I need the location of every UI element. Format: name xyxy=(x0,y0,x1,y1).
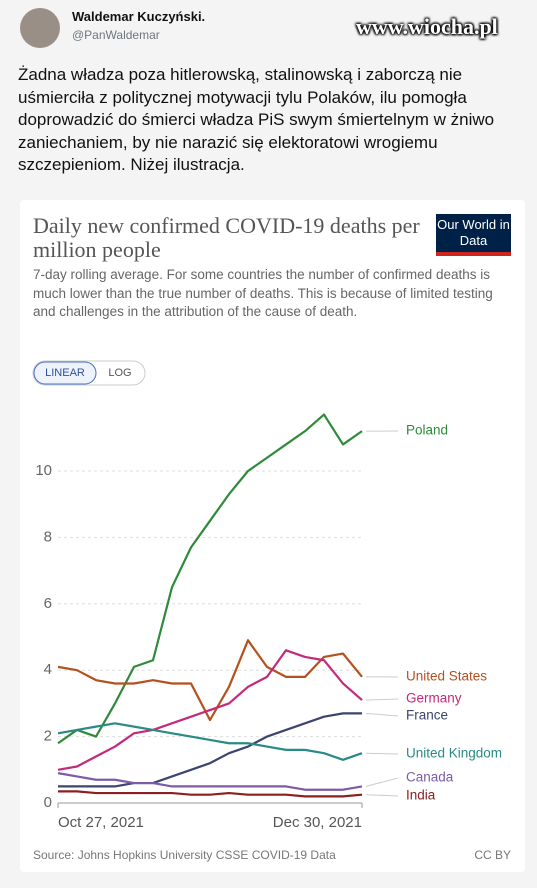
x-tick-label: Dec 30, 2021 xyxy=(273,814,362,831)
legend-connector xyxy=(365,752,399,755)
button-label[interactable]: LINEAR xyxy=(45,367,85,379)
line xyxy=(57,722,363,761)
y-tick-label: 6 xyxy=(44,595,52,612)
y-tick-label: 4 xyxy=(44,661,52,678)
line xyxy=(58,712,362,788)
legend-label: United States xyxy=(406,669,487,684)
line xyxy=(57,772,363,791)
legend-connector xyxy=(365,698,399,701)
chart-card[interactable] xyxy=(20,200,525,872)
legend-label: United Kingdom xyxy=(406,746,502,761)
legend-label: France xyxy=(406,708,448,723)
logo: Our World in Data xyxy=(436,214,511,256)
line xyxy=(57,649,363,771)
watermark: www.wiocha.pl xyxy=(356,14,498,39)
chart-subtitle: 7-day rolling average. For some countrie… xyxy=(33,267,493,319)
line xyxy=(57,413,363,745)
x-tick-label: Oct 27, 2021 xyxy=(58,814,144,831)
source: Source: Johns Hopkins University CSSE CO… xyxy=(33,848,336,862)
line xyxy=(58,790,363,798)
legend-connector xyxy=(365,712,399,717)
button-label[interactable]: LOG xyxy=(108,367,131,379)
author-handle[interactable]: @PanWaldemar xyxy=(72,28,160,42)
y-tick-label: 0 xyxy=(44,794,52,811)
chart-title: Daily new confirmed COVID-19 deaths per … xyxy=(33,213,420,262)
legend-label: Germany xyxy=(406,691,462,706)
line xyxy=(57,639,363,722)
avatar[interactable] xyxy=(20,8,60,48)
license: CC BY xyxy=(474,848,511,862)
tweet-text: Żadna władza poza hitlerowską, stalinows… xyxy=(18,65,495,174)
legend-connector xyxy=(365,777,399,787)
y-tick-label: 10 xyxy=(35,462,52,479)
legend-connector xyxy=(365,794,399,797)
legend-label: Poland xyxy=(406,423,448,438)
author-name[interactable]: Waldemar Kuczyński. xyxy=(72,9,206,24)
toggle-active xyxy=(33,361,97,385)
legend-label: India xyxy=(406,788,436,803)
y-tick-label: 2 xyxy=(44,728,52,745)
legend-label: Canada xyxy=(406,770,454,785)
y-tick-label: 8 xyxy=(44,528,52,545)
